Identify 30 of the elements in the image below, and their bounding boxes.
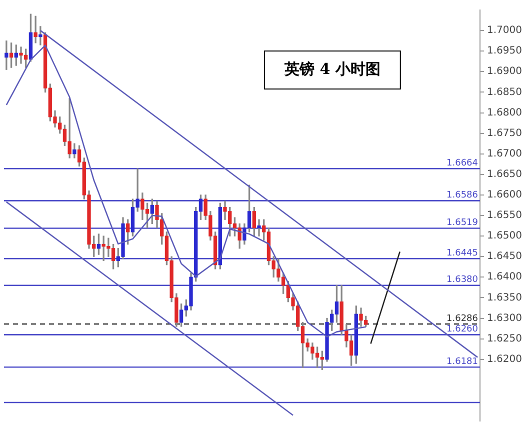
- ref-line-label: 1.6664: [446, 158, 478, 168]
- ref-line-label: 1.6586: [446, 190, 478, 201]
- y-tick-label: 1.6200: [487, 354, 522, 365]
- y-tick-label: 1.6700: [487, 148, 522, 160]
- ref-line-label: 1.6260: [446, 324, 478, 335]
- ref-line-label: 1.6445: [446, 248, 478, 258]
- ref-line-label: 1.6380: [446, 275, 478, 286]
- y-tick-label: 1.6600: [487, 190, 522, 201]
- ref-line-label: 1.6286: [446, 314, 478, 324]
- y-tick-label: 1.6900: [487, 66, 522, 78]
- y-tick-label: 1.6850: [487, 86, 522, 98]
- y-tick-label: 1.6250: [487, 333, 522, 344]
- candlestick: [257, 219, 261, 236]
- y-tick-label: 1.6750: [487, 128, 522, 139]
- y-tick-label: 1.6650: [487, 168, 522, 180]
- y-tick-label: 1.7000: [487, 25, 522, 36]
- y-tick-label: 1.6350: [487, 292, 522, 304]
- text: 英镑 4 小时图: [284, 60, 380, 78]
- y-tick-label: 1.6550: [487, 210, 522, 222]
- y-tick-label: 1.6450: [487, 251, 522, 262]
- candlestick: [38, 26, 42, 46]
- ref-line-label: 1.6519: [446, 218, 478, 228]
- y-tick-label: 1.6500: [487, 230, 522, 242]
- candlestick: [34, 16, 38, 44]
- y-tick-label: 1.6950: [487, 46, 522, 57]
- y-tick-label: 1.6300: [487, 312, 522, 324]
- ref-line-label: 1.6181: [446, 357, 478, 368]
- y-tick-label: 1.6800: [487, 107, 522, 118]
- candlestick: [4, 40, 8, 70]
- y-tick-label: 1.6400: [487, 272, 522, 283]
